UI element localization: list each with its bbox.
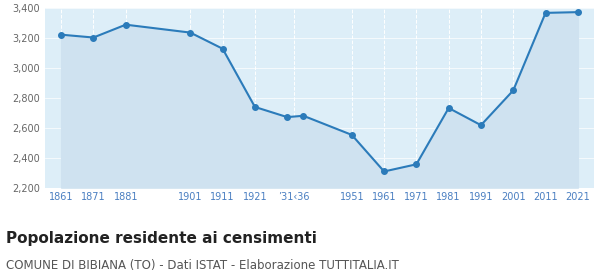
Text: Popolazione residente ai censimenti: Popolazione residente ai censimenti — [6, 231, 317, 246]
Text: COMUNE DI BIBIANA (TO) - Dati ISTAT - Elaborazione TUTTITALIA.IT: COMUNE DI BIBIANA (TO) - Dati ISTAT - El… — [6, 259, 399, 272]
